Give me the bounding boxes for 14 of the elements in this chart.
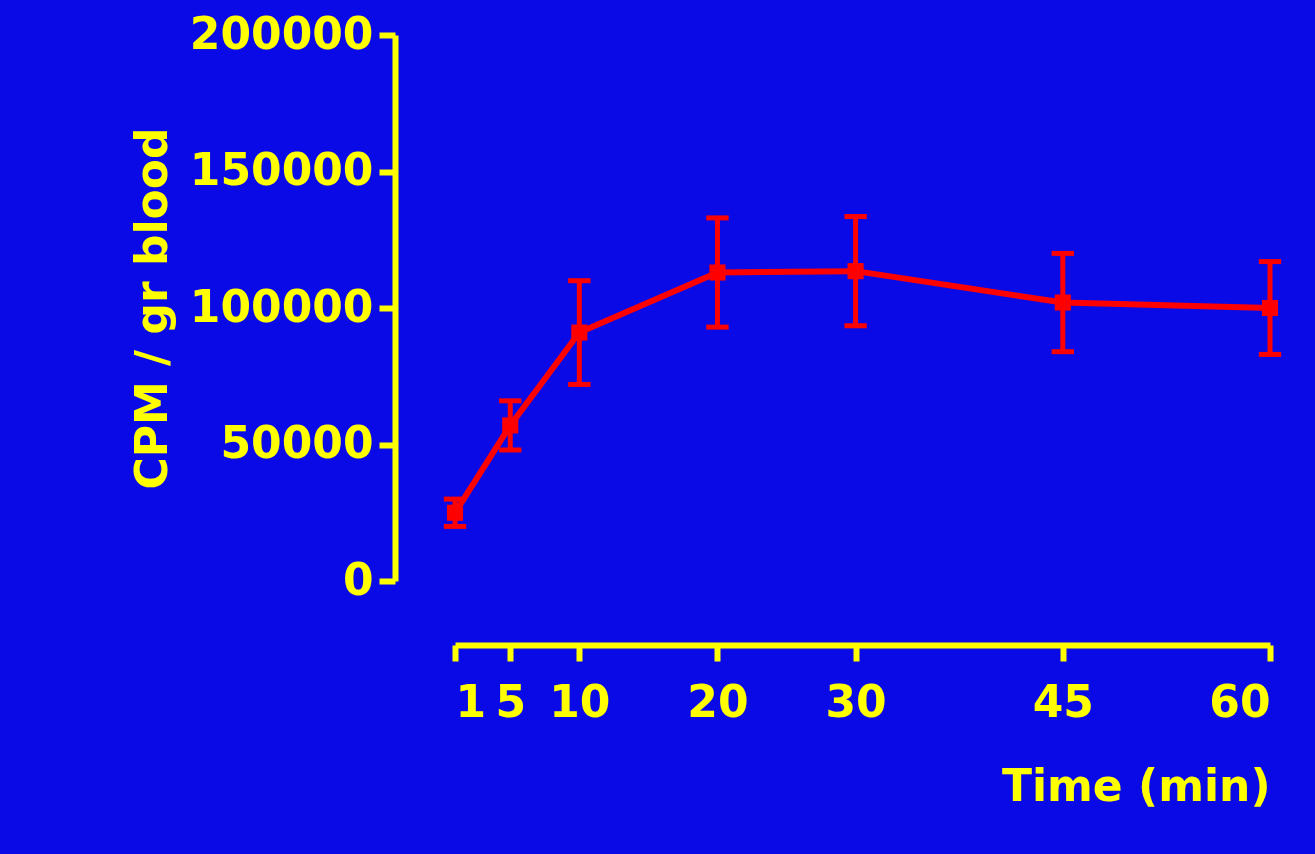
y-tick-label: 100000 [189,280,374,332]
y-tick-label: 0 [342,553,374,605]
x-tick-label: 5 [495,675,527,727]
y-tick-label: 50000 [220,417,374,468]
x-tick-label: 45 [1032,675,1094,727]
x-tick-label: 10 [549,675,611,727]
y-tick-label: 200000 [189,7,374,59]
x-axis-title: Time (min) [1001,759,1271,811]
x-tick-label: 30 [825,675,887,727]
y-tick-label: 150000 [189,144,374,195]
y-axis-title: CPM / gr blood [125,127,177,490]
x-tick-label: 20 [687,675,749,727]
x-tick-label: 60 [1209,675,1271,727]
x-tick-label: 1 [455,675,487,727]
